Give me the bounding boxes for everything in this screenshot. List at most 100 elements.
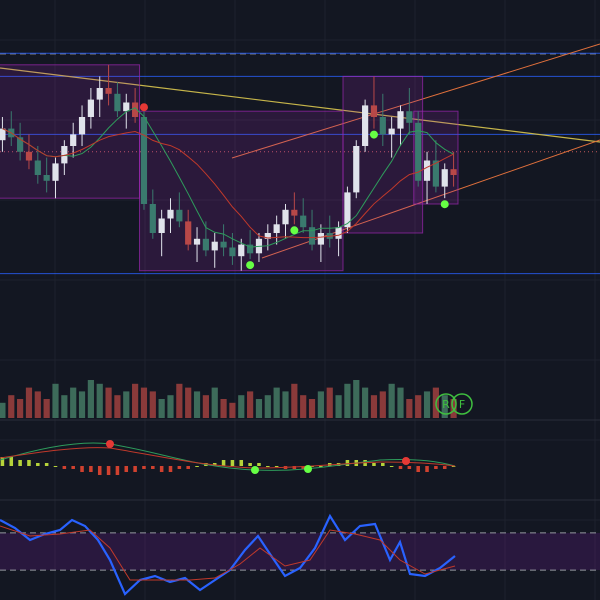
volume-bar — [415, 395, 422, 418]
badge-label: F — [459, 398, 465, 411]
volume-bar — [441, 395, 448, 418]
volume-bar — [238, 395, 245, 418]
volume-bar — [202, 395, 209, 418]
volume-bar — [344, 383, 351, 418]
candle-body — [264, 233, 271, 239]
volume-bar — [370, 395, 378, 418]
candle-body — [379, 117, 386, 135]
candle-body — [423, 160, 431, 181]
candle-body — [353, 146, 360, 193]
candle-body — [370, 105, 378, 117]
macd-signal-line — [0, 447, 456, 469]
macd-histogram-bar — [151, 466, 155, 469]
candle-body — [167, 209, 174, 219]
volume-bar — [362, 387, 369, 418]
macd-histogram-bar — [381, 463, 385, 466]
macd-histogram-bar — [195, 466, 199, 467]
volume-bar — [52, 383, 59, 418]
macd-histogram-bar — [9, 457, 14, 466]
macd-histogram-bar — [36, 463, 40, 466]
candle-body — [176, 209, 183, 222]
candle-body — [291, 209, 298, 216]
candle-body — [43, 175, 50, 181]
signal-dot — [246, 261, 255, 270]
volume-bar — [167, 395, 174, 418]
candle-body — [238, 244, 245, 257]
macd-histogram-bar — [44, 463, 49, 466]
candle-body — [87, 99, 94, 117]
consolidation-box — [0, 64, 141, 199]
volume-bar — [185, 387, 192, 418]
candle-body — [17, 137, 24, 152]
volume-bar — [149, 391, 156, 418]
signal-dot — [369, 130, 378, 139]
macd-histogram-bar — [345, 460, 350, 466]
macd-histogram-bar — [407, 466, 412, 469]
macd-histogram-bar — [416, 466, 420, 472]
volume-bar — [353, 380, 360, 418]
macd-histogram-bar — [159, 466, 164, 472]
volume-bar — [317, 391, 324, 418]
macd-histogram-bar — [124, 466, 129, 472]
candle-body — [317, 233, 324, 245]
macd-histogram-bar — [442, 466, 447, 469]
volume-bar — [114, 395, 121, 418]
volume-bar — [326, 387, 333, 418]
macd-histogram-bar — [142, 466, 146, 469]
channel-upper-line — [231, 43, 600, 159]
volume-bar — [105, 387, 112, 418]
macd-cross-dot — [304, 465, 312, 473]
candle-body — [149, 204, 156, 233]
macd-histogram-bar — [398, 466, 403, 469]
macd-histogram-bar — [168, 466, 173, 472]
volume-bar — [255, 399, 263, 418]
rsi-moving-average — [0, 525, 456, 581]
candle-body — [140, 117, 148, 204]
volume-bar — [264, 395, 271, 418]
candle-body — [273, 224, 280, 233]
volume-bar — [273, 387, 280, 418]
candle-body — [158, 218, 165, 233]
macd-histogram-bar — [186, 466, 190, 469]
volume-bar — [25, 387, 33, 418]
macd-histogram-bar — [106, 466, 111, 475]
volume-bar — [8, 395, 15, 418]
macd-histogram-bar — [71, 466, 75, 469]
macd-histogram-bar — [53, 466, 58, 467]
macd-histogram-bar — [133, 466, 137, 472]
volume-bar — [96, 383, 103, 418]
macd-histogram-bar — [239, 460, 244, 466]
volume-bar — [335, 395, 342, 418]
badge-circle — [451, 393, 473, 415]
volume-bar — [132, 383, 139, 418]
candle-body — [193, 238, 201, 245]
volume-bar — [379, 391, 386, 418]
candle-body — [388, 128, 395, 135]
volume-bar — [282, 391, 289, 418]
candle-body — [211, 241, 218, 251]
volume-bar — [247, 391, 254, 418]
candle-body — [25, 151, 33, 161]
candle-body — [123, 102, 130, 112]
macd-cross-dot — [106, 440, 114, 448]
candle-body — [415, 122, 422, 181]
volume-bar — [220, 399, 227, 418]
candle-body — [432, 160, 439, 187]
macd-histogram-bar — [372, 463, 376, 466]
volume-bar — [0, 402, 6, 418]
macd-histogram-bar — [221, 460, 226, 466]
volume-bar — [43, 399, 50, 418]
volume-bar — [397, 387, 404, 418]
volume-bar — [140, 387, 148, 418]
candle-body — [114, 93, 121, 112]
candle-body — [450, 169, 457, 175]
candle-body — [308, 227, 316, 245]
candle-body — [52, 163, 59, 181]
candle-body — [335, 227, 342, 239]
macd-histogram-bar — [425, 466, 429, 472]
volume-bar — [176, 383, 183, 418]
macd-histogram-bar — [0, 457, 5, 466]
macd-histogram-bar — [319, 466, 323, 467]
candle-body — [344, 192, 351, 228]
